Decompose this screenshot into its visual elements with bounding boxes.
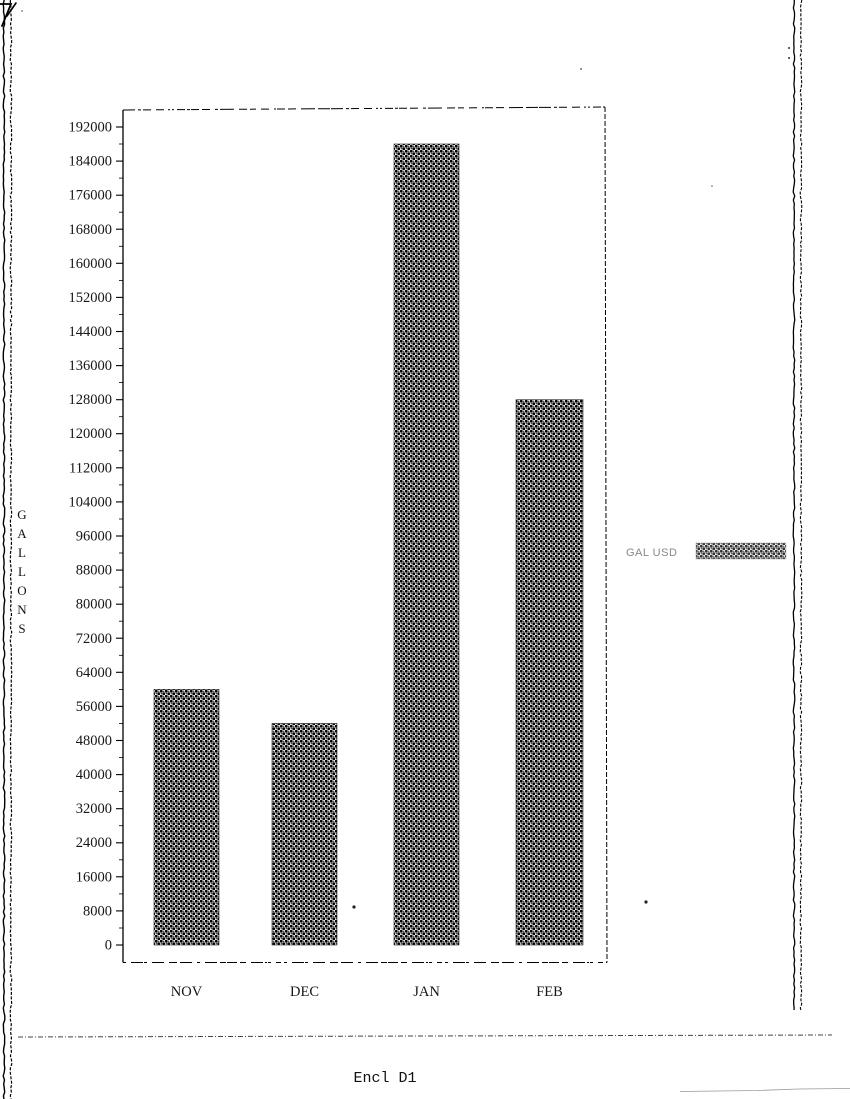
svg-text:A: A bbox=[17, 526, 27, 541]
svg-text:184000: 184000 bbox=[69, 154, 113, 170]
svg-text:64000: 64000 bbox=[76, 665, 112, 681]
svg-text:JAN: JAN bbox=[413, 984, 440, 1000]
svg-text:192000: 192000 bbox=[69, 120, 113, 136]
svg-text:152000: 152000 bbox=[69, 290, 113, 306]
svg-text:96000: 96000 bbox=[76, 529, 112, 545]
svg-text:8000: 8000 bbox=[83, 903, 112, 919]
svg-text:168000: 168000 bbox=[69, 222, 113, 238]
svg-text:120000: 120000 bbox=[69, 426, 113, 442]
svg-text:NOV: NOV bbox=[171, 984, 203, 1000]
svg-text:24000: 24000 bbox=[76, 835, 112, 851]
svg-text:S: S bbox=[18, 621, 25, 636]
svg-text:16000: 16000 bbox=[76, 869, 112, 885]
svg-text:112000: 112000 bbox=[69, 460, 112, 476]
svg-text:40000: 40000 bbox=[76, 767, 112, 783]
svg-text:72000: 72000 bbox=[76, 631, 112, 647]
svg-text:GAL USD: GAL USD bbox=[626, 547, 677, 559]
svg-text:160000: 160000 bbox=[69, 256, 113, 272]
svg-text:88000: 88000 bbox=[76, 563, 112, 579]
svg-text:128000: 128000 bbox=[69, 392, 113, 408]
svg-text:80000: 80000 bbox=[76, 597, 112, 613]
svg-text:32000: 32000 bbox=[76, 801, 112, 817]
svg-text:L: L bbox=[18, 564, 26, 579]
svg-text:0: 0 bbox=[105, 938, 112, 954]
svg-text:144000: 144000 bbox=[69, 324, 113, 340]
svg-text:FEB: FEB bbox=[536, 984, 563, 1000]
svg-text:48000: 48000 bbox=[76, 733, 112, 749]
svg-text:176000: 176000 bbox=[69, 188, 113, 204]
svg-text:DEC: DEC bbox=[290, 984, 319, 1000]
svg-text:N: N bbox=[17, 602, 27, 617]
svg-text:56000: 56000 bbox=[76, 699, 112, 715]
svg-text:136000: 136000 bbox=[69, 358, 113, 374]
svg-text:O: O bbox=[17, 583, 26, 598]
svg-text:G: G bbox=[17, 507, 26, 522]
svg-text:104000: 104000 bbox=[69, 494, 113, 510]
svg-text:Encl D1: Encl D1 bbox=[353, 1070, 416, 1087]
svg-text:L: L bbox=[18, 545, 26, 560]
